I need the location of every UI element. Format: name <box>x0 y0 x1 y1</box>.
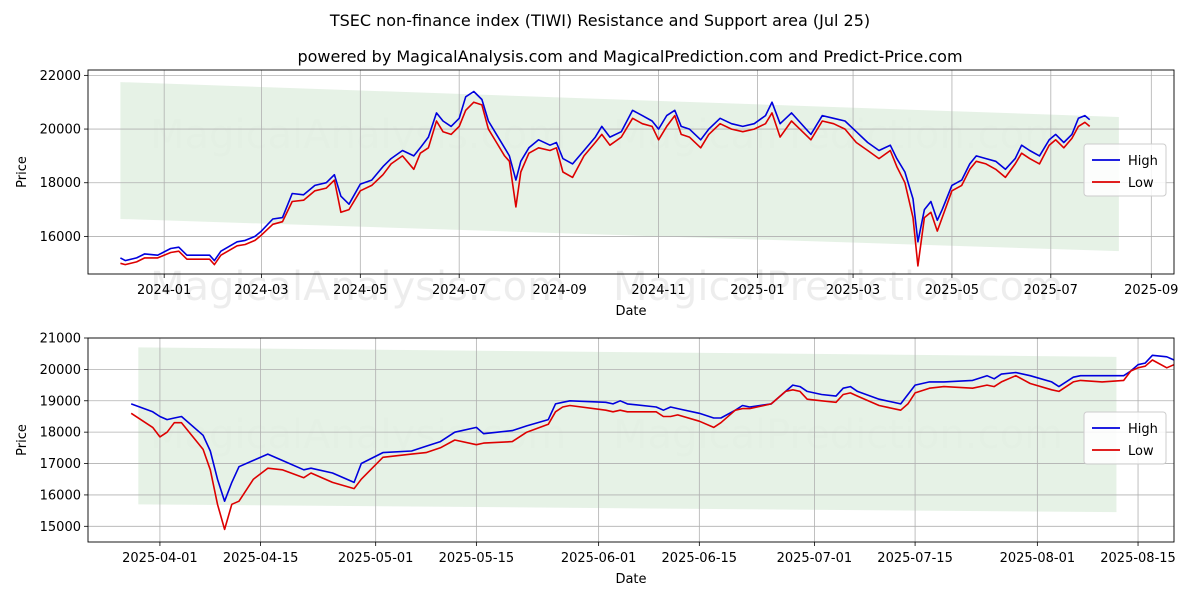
legend-label-low: Low <box>1128 444 1154 459</box>
x-tick-label: 2024-01 <box>137 283 191 298</box>
x-tick-label: 2025-08-01 <box>1000 551 1076 566</box>
x-axis-label: Date <box>615 572 646 587</box>
x-tick-label: 2025-07-01 <box>777 551 853 566</box>
x-tick-label: 2025-04-01 <box>122 551 198 566</box>
plot-frame <box>87 69 1175 275</box>
x-tick-label: 2025-06-01 <box>561 551 637 566</box>
x-tick-label: 2025-09 <box>1124 283 1178 298</box>
x-tick-label: 2024-07 <box>432 283 486 298</box>
bottom-plot: MagicalAnalysis.comMagicalPrediction.com… <box>15 332 1176 588</box>
series-line-high <box>120 90 1091 262</box>
watermark-left-lower: MagicalAnalysis.com <box>150 264 566 310</box>
y-axis-label: Price <box>15 156 30 188</box>
legend-label-low: Low <box>1128 176 1154 191</box>
x-tick-label: 2025-06-15 <box>662 551 738 566</box>
x-tick-label: 2025-04-15 <box>223 551 299 566</box>
y-tick-label: 16000 <box>40 230 81 245</box>
y-tick-label: 18000 <box>40 176 81 191</box>
y-tick-label: 16000 <box>40 488 81 503</box>
legend-label-high: High <box>1128 422 1158 437</box>
top-plot: MagicalAnalysis.com MagicalPrediction.com… <box>15 69 1178 319</box>
x-tick-label: 2025-05-15 <box>439 551 515 566</box>
resistance-support-band <box>120 82 1119 252</box>
x-axis-label: Date <box>615 304 646 319</box>
x-tick-label: 2025-05 <box>925 283 979 298</box>
legend-box <box>1083 143 1167 197</box>
series-line-low <box>130 359 1175 531</box>
plot-frame <box>87 337 1175 543</box>
x-tick-label: 2024-11 <box>631 283 685 298</box>
watermark-right-lower: MagicalPrediction.com <box>613 264 1063 310</box>
resistance-support-band <box>138 347 1117 513</box>
y-axis-label: Price <box>15 424 30 456</box>
x-tick-label: 2025-05-01 <box>338 551 414 566</box>
y-tick-label: 20000 <box>40 123 81 138</box>
chart-subtitle: powered by MagicalAnalysis.com and Magic… <box>297 47 962 66</box>
x-tick-label: 2024-03 <box>234 283 288 298</box>
y-tick-label: 22000 <box>40 69 81 84</box>
legend-box <box>1083 411 1167 465</box>
y-tick-label: 18000 <box>40 426 81 441</box>
x-tick-label: 2025-01 <box>730 283 784 298</box>
y-tick-label: 21000 <box>40 332 81 347</box>
y-tick-label: 20000 <box>40 363 81 378</box>
series-line-high <box>130 354 1175 503</box>
x-tick-label: 2025-08-15 <box>1100 551 1176 566</box>
x-tick-label: 2024-09 <box>533 283 587 298</box>
legend-label-high: High <box>1128 154 1158 169</box>
x-tick-label: 2025-03 <box>826 283 880 298</box>
x-tick-label: 2025-07-15 <box>877 551 953 566</box>
chart-title: TSEC non-finance index (TIWI) Resistance… <box>329 11 870 30</box>
y-tick-label: 19000 <box>40 394 81 409</box>
series-line-low <box>120 101 1091 267</box>
x-tick-label: 2025-07 <box>1024 283 1078 298</box>
y-tick-label: 15000 <box>40 520 81 535</box>
y-tick-label: 17000 <box>40 457 81 472</box>
x-tick-label: 2024-05 <box>333 283 387 298</box>
